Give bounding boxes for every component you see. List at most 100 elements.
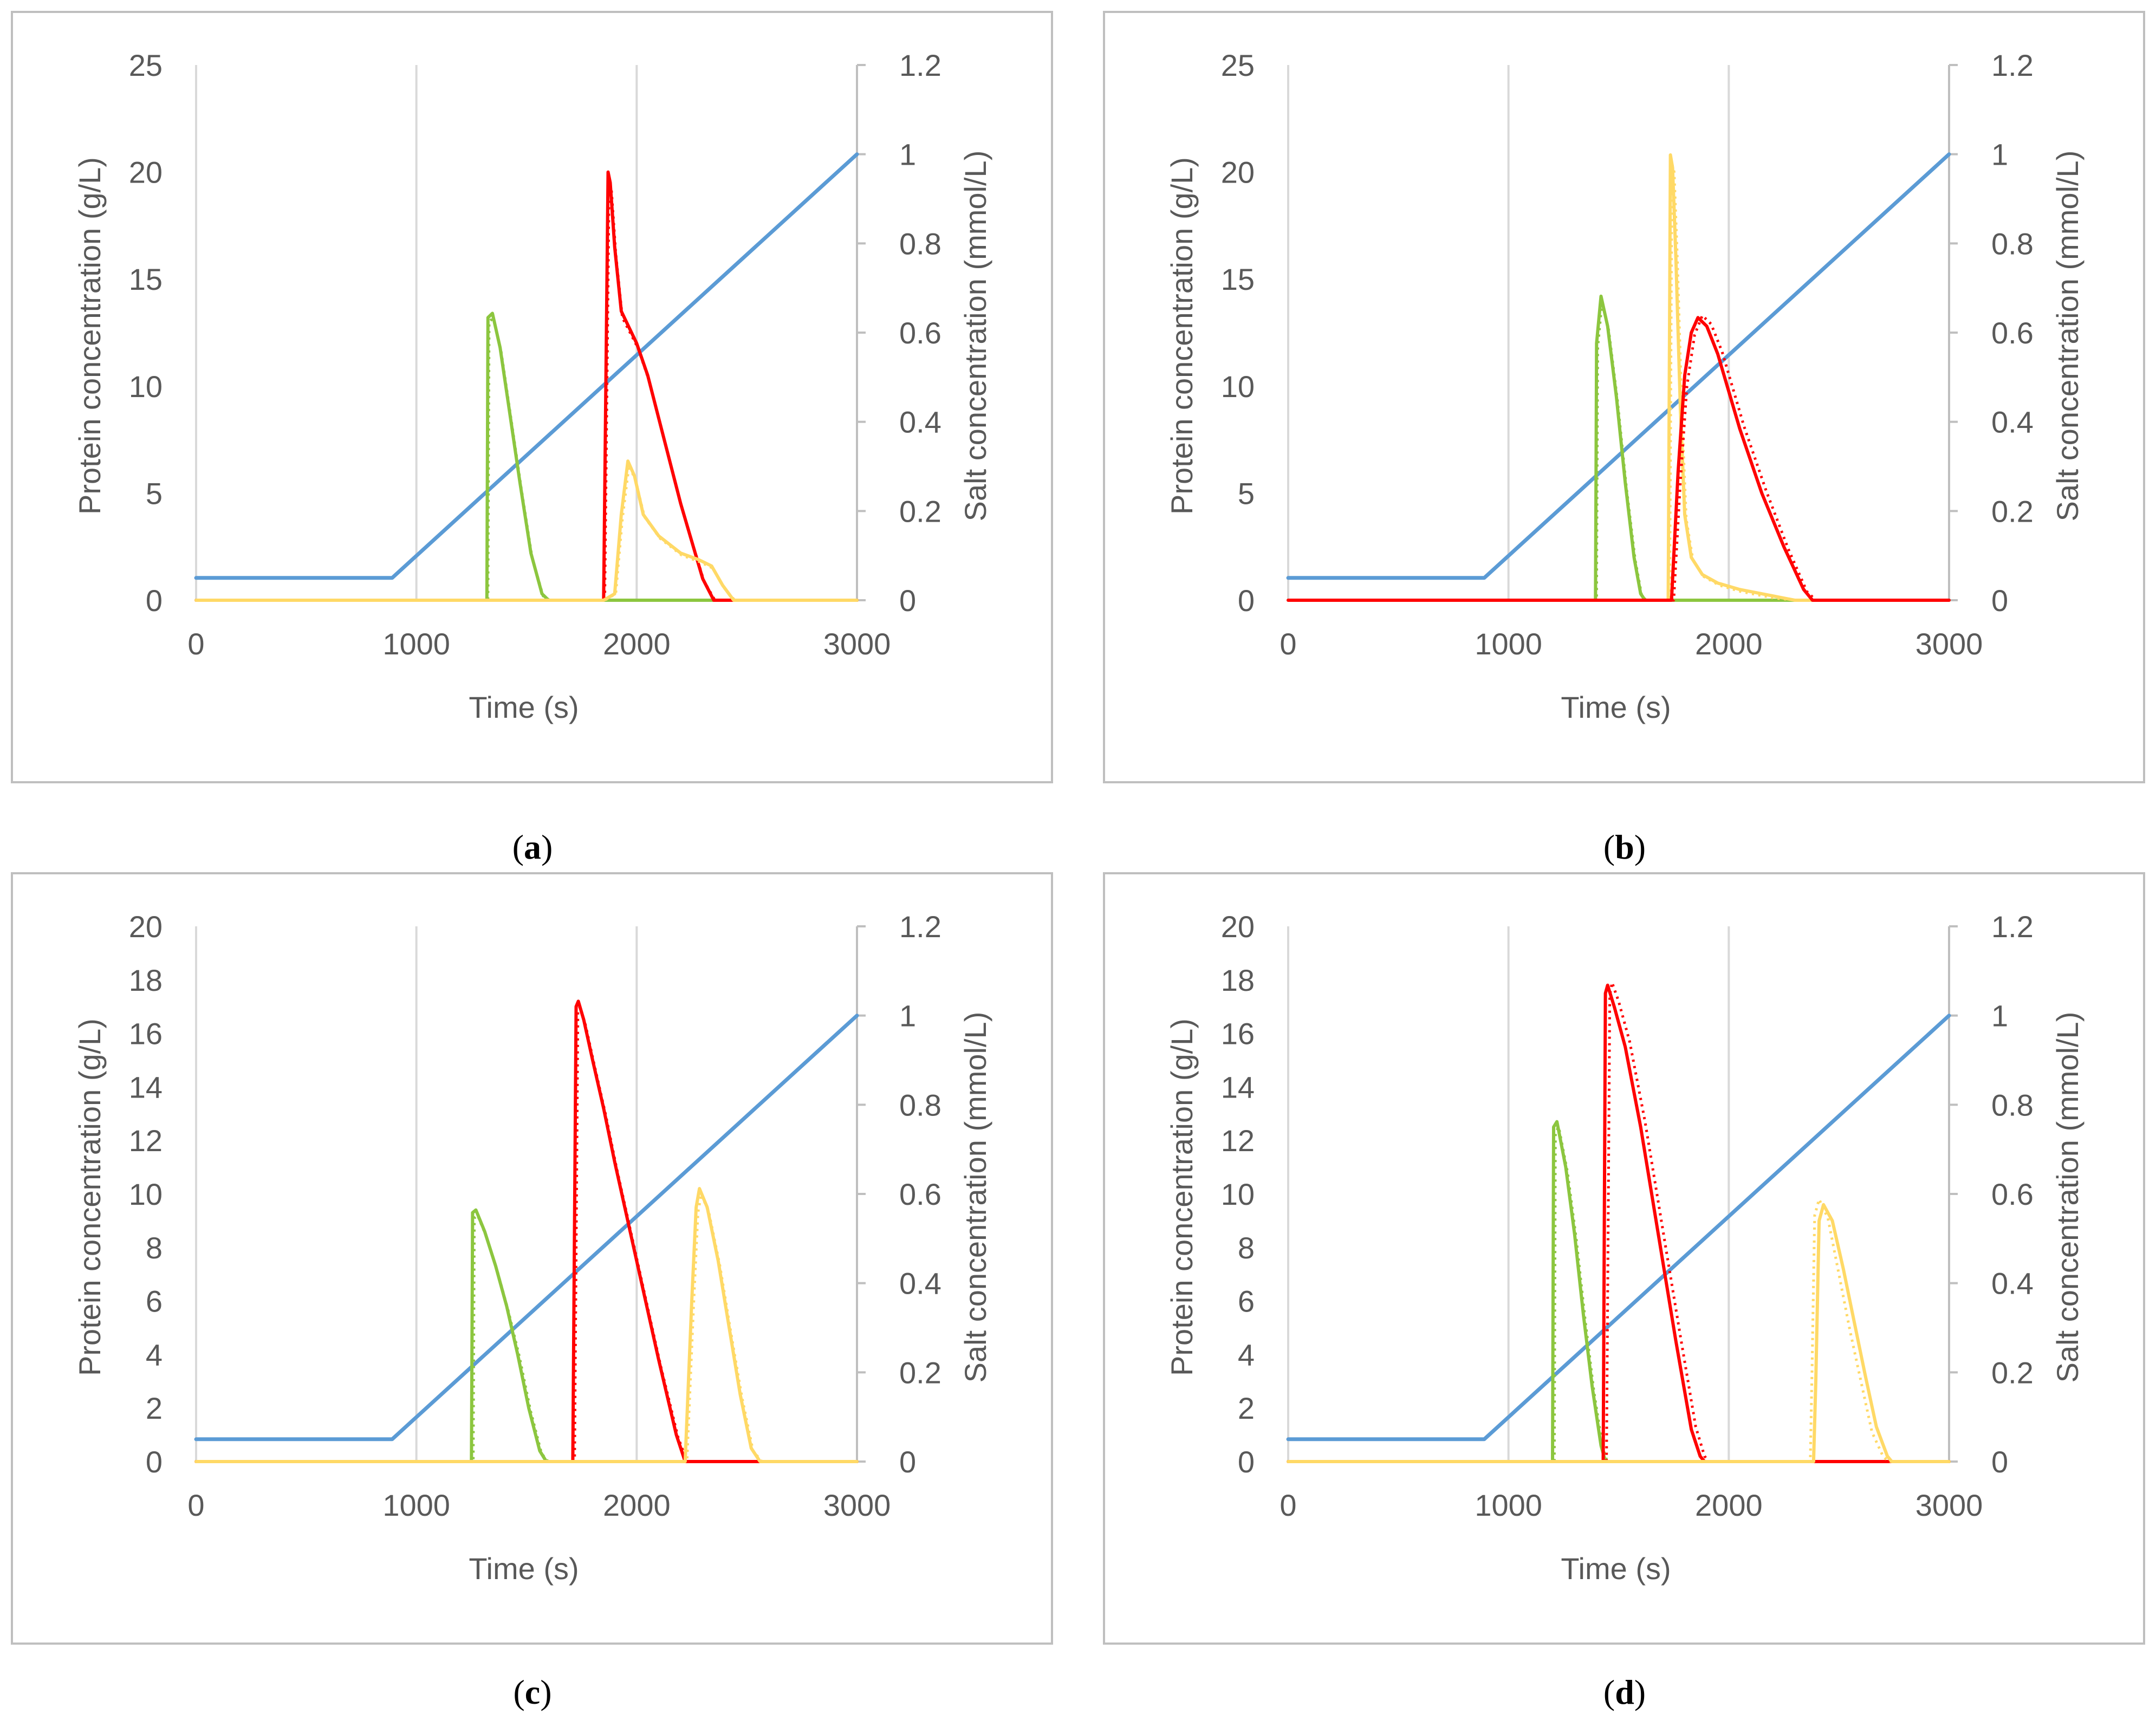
y2-tick-label: 1 <box>899 999 916 1033</box>
x-tick-label: 0 <box>1280 1488 1296 1522</box>
chart-panel-c: 0 1000 2000 30000246810121416182000.20.40.6… <box>11 872 1053 1645</box>
y-tick-label: 10 <box>1221 369 1255 404</box>
y-tick-label: 14 <box>129 1070 163 1104</box>
y-tick-label: 0 <box>1238 583 1255 618</box>
series-line-red-simulated <box>1287 983 1951 1463</box>
chart-frame <box>11 872 1053 1645</box>
series-line-red-experimental <box>196 179 857 602</box>
x-tick-label: 1000 <box>1475 627 1542 661</box>
grid-layer <box>1507 926 1730 1462</box>
y-tick-label: 8 <box>1238 1231 1255 1265</box>
x-tick-label: 3000 <box>823 627 891 661</box>
y-tick-label: 20 <box>1221 155 1255 190</box>
y2-tick-label: 1.2 <box>1991 910 2034 944</box>
x-tick-label: 3000 <box>823 1488 891 1522</box>
y-tick-label: 14 <box>1221 1070 1255 1104</box>
caption-letter-b: b <box>1615 828 1634 866</box>
svg-text:(d): (d) <box>1603 1673 1646 1711</box>
y-tick-label: 4 <box>1238 1338 1255 1372</box>
y2-tick-label: 0.4 <box>1991 1267 2034 1301</box>
x-tick-label: 1000 <box>382 627 450 661</box>
chart-panel-b: 0 1000 2000 3000051015202500.20.40.60.811.2… <box>1103 11 2145 783</box>
x-tick-label: 2000 <box>1695 627 1763 661</box>
x-axis-title: Time (s) <box>1561 690 1671 724</box>
x-tick-label: 3000 <box>1915 1488 1983 1522</box>
y-tick-label: 25 <box>1221 48 1255 82</box>
y-tick-label: 5 <box>1238 476 1255 510</box>
y2-tick-label: 0.6 <box>899 316 941 350</box>
y2-tick-label: 0 <box>1991 583 2008 618</box>
caption-letter-a: a <box>524 828 541 866</box>
y-tick-label: 0 <box>146 583 163 618</box>
series-line-red-experimental <box>196 1005 857 1463</box>
y-tick-label: 6 <box>1238 1284 1255 1319</box>
svg-text:(c): (c) <box>513 1673 551 1711</box>
y2-tick-label: 0.8 <box>1991 226 2034 261</box>
x-axis-title: Time (s) <box>469 1551 579 1586</box>
series-line-salt <box>194 1014 859 1442</box>
y2-tick-label: 1 <box>1991 999 2008 1033</box>
y2-tick-label: 1.2 <box>899 910 941 944</box>
svg-text:(b): (b) <box>1603 828 1646 866</box>
y2-tick-label: 0.4 <box>899 1267 941 1301</box>
y2-tick-label: 0.6 <box>899 1177 941 1211</box>
caption-letter-d: d <box>1615 1673 1634 1711</box>
y2-tick-label: 0.8 <box>899 226 941 261</box>
x-tick-label: 2000 <box>1695 1488 1763 1522</box>
x-tick-label: 1000 <box>382 1488 450 1522</box>
y-axis-title: Protein concentration (g/L) <box>1165 157 1199 515</box>
x-axis-title: Time (s) <box>1561 1551 1671 1586</box>
x-tick-label: 0 <box>1280 627 1296 661</box>
y2-tick-label: 0 <box>899 583 916 618</box>
y-tick-label: 18 <box>1221 963 1255 997</box>
y2-tick-label: 0.2 <box>1991 1355 2034 1390</box>
y-tick-label: 12 <box>1221 1124 1255 1158</box>
chart-frame <box>11 11 1053 783</box>
series-layer <box>1286 981 1951 1463</box>
series-line-yellow-simulated <box>194 459 859 602</box>
y-axis-title: Protein concentration (g/L) <box>1165 1018 1199 1376</box>
y2-tick-label: 0.2 <box>1991 494 2034 528</box>
y-tick-label: 4 <box>146 1338 163 1372</box>
series-line-green-simulated <box>1287 294 1951 602</box>
y-tick-label: 10 <box>1221 1177 1255 1211</box>
x-tick-label: 2000 <box>603 627 671 661</box>
tick-label-layer: 0 1000 2000 30000246810121416182000.20.40.6… <box>129 910 941 1522</box>
y-tick-label: 8 <box>146 1231 163 1265</box>
caption-letter-c: c <box>525 1673 540 1711</box>
series-line-red-simulated <box>194 999 859 1463</box>
y-axis-title: Protein concentration (g/L) <box>73 1018 107 1376</box>
y-tick-label: 16 <box>1221 1017 1255 1051</box>
caption-c: (c) <box>513 1673 551 1711</box>
y-tick-label: 0 <box>146 1445 163 1479</box>
y-tick-label: 15 <box>129 262 163 296</box>
x-tick-label: 1000 <box>1475 1488 1542 1522</box>
y2-tick-label: 0.4 <box>899 405 941 439</box>
grid-layer <box>415 65 638 600</box>
series-line-green-simulated <box>194 311 859 602</box>
y-tick-label: 5 <box>146 476 163 510</box>
series-line-green-experimental <box>1288 299 1949 602</box>
y-tick-label: 2 <box>1238 1391 1255 1425</box>
y-tick-label: 10 <box>129 369 163 404</box>
y-axis-title: Protein concentration (g/L) <box>73 157 107 515</box>
svg-text:(a): (a) <box>512 828 553 866</box>
y2-tick-label: 1 <box>1991 138 2008 172</box>
chart-panel-d: 0 1000 2000 30000246810121416182000.20.40.6… <box>1103 872 2145 1645</box>
y2-tick-label: 0.4 <box>1991 405 2034 439</box>
series-line-salt <box>194 152 859 580</box>
y2-tick-label: 0.8 <box>1991 1088 2034 1122</box>
x-tick-label: 0 <box>187 627 204 661</box>
y-tick-label: 0 <box>1238 1445 1255 1479</box>
y2-tick-label: 1.2 <box>899 48 941 82</box>
chart-frame <box>1103 872 2145 1645</box>
y2-tick-label: 0 <box>899 1445 916 1479</box>
y2-tick-label: 0.6 <box>1991 1177 2034 1211</box>
y2-tick-label: 0.8 <box>899 1088 941 1122</box>
series-layer <box>194 999 859 1463</box>
y2-tick-label: 0.6 <box>1991 316 2034 350</box>
series-line-red-simulated <box>1287 316 1951 602</box>
